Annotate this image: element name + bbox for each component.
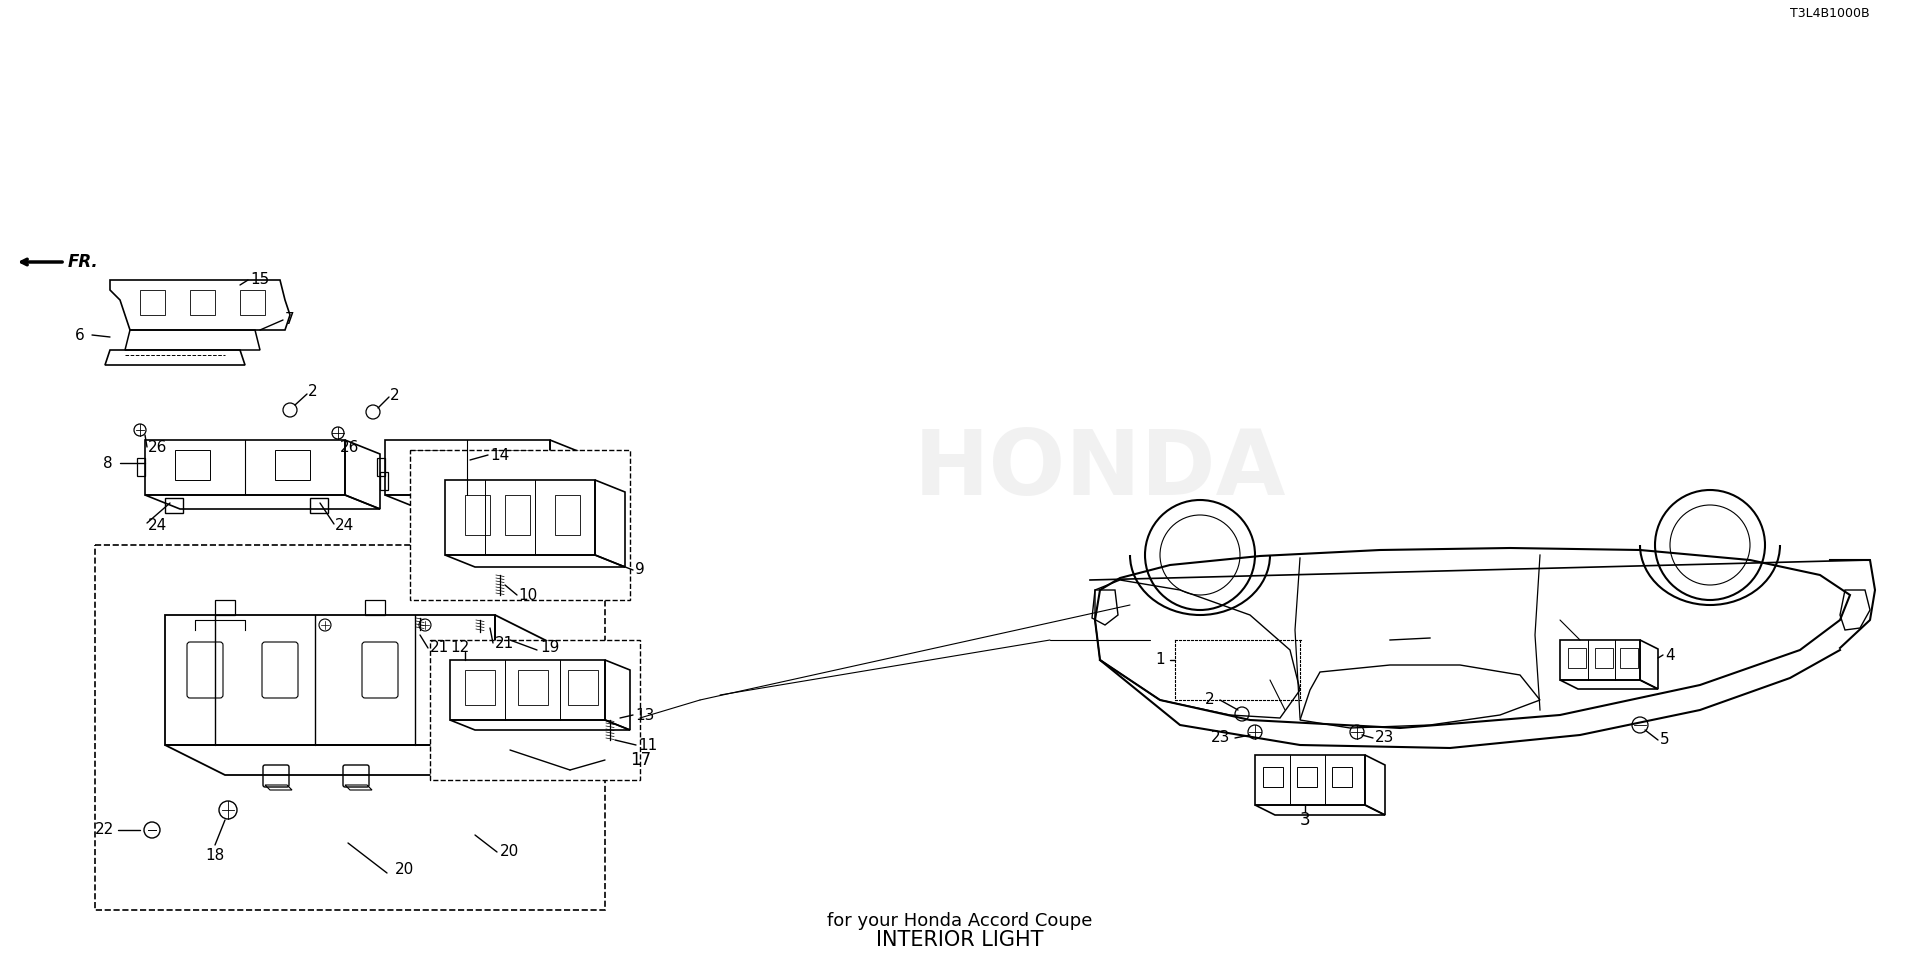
Bar (1332, 767, 1352, 787)
Text: HONDA: HONDA (914, 426, 1286, 514)
Bar (465, 670, 495, 705)
Text: 23: 23 (1375, 731, 1394, 746)
Bar (140, 290, 165, 315)
Text: 23: 23 (1212, 731, 1231, 746)
Text: T3L4B1000B: T3L4B1000B (1789, 7, 1870, 20)
Text: INTERIOR LIGHT: INTERIOR LIGHT (876, 930, 1044, 950)
Text: 9: 9 (636, 563, 645, 578)
Text: 26: 26 (340, 440, 359, 454)
Bar (190, 290, 215, 315)
Bar (430, 640, 639, 780)
Text: 18: 18 (205, 848, 225, 862)
Text: 20: 20 (499, 845, 518, 859)
Bar (136, 458, 146, 476)
Bar (165, 498, 182, 513)
Text: 5: 5 (1661, 732, 1670, 748)
Bar (1596, 648, 1613, 668)
Bar (518, 670, 547, 705)
Text: 4: 4 (1665, 647, 1674, 662)
Text: 24: 24 (334, 517, 355, 533)
Bar (365, 600, 386, 615)
Text: 21: 21 (430, 640, 449, 656)
Text: 15: 15 (250, 273, 269, 287)
Text: 12: 12 (449, 640, 468, 656)
Bar (1620, 648, 1638, 668)
Bar (1569, 648, 1586, 668)
Bar (376, 458, 386, 476)
Text: 11: 11 (637, 737, 657, 753)
Text: 2: 2 (390, 388, 399, 402)
Bar (505, 495, 530, 535)
Text: 1: 1 (1156, 653, 1165, 667)
Bar (580, 470, 588, 488)
Bar (411, 450, 630, 600)
Bar (555, 495, 580, 535)
Bar (465, 495, 490, 535)
Bar (1298, 767, 1317, 787)
Bar (568, 670, 597, 705)
Text: 2: 2 (1206, 692, 1215, 708)
Bar (497, 450, 532, 480)
Text: 8: 8 (104, 455, 113, 470)
Bar (1175, 640, 1300, 700)
Bar (215, 600, 234, 615)
Text: 17: 17 (630, 751, 651, 769)
Bar (380, 472, 388, 490)
Text: 24: 24 (148, 517, 167, 533)
Bar (240, 290, 265, 315)
Bar (415, 450, 449, 480)
Text: 13: 13 (636, 708, 655, 723)
Bar (275, 450, 309, 480)
Bar (309, 498, 328, 513)
Bar (94, 545, 605, 910)
Bar (1263, 767, 1283, 787)
Text: for your Honda Accord Coupe: for your Honda Accord Coupe (828, 912, 1092, 930)
Text: 14: 14 (490, 447, 509, 463)
Text: 20: 20 (396, 862, 415, 877)
Text: 10: 10 (518, 588, 538, 603)
Bar (175, 450, 209, 480)
Text: 19: 19 (540, 640, 559, 656)
Text: 2: 2 (307, 385, 317, 399)
Text: 21: 21 (495, 636, 515, 651)
Text: 22: 22 (96, 823, 115, 837)
Text: 6: 6 (75, 327, 84, 343)
Text: 3: 3 (1300, 811, 1309, 829)
Text: 7: 7 (284, 313, 294, 327)
Text: 26: 26 (148, 440, 167, 454)
Text: FR.: FR. (67, 253, 98, 271)
